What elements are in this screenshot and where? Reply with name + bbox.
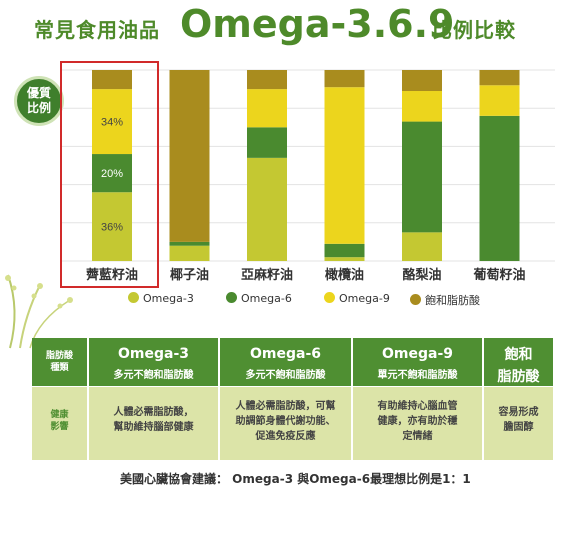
bar-segment-5-3 <box>402 91 442 122</box>
data-label: 20% <box>101 168 123 180</box>
category-label: 亞麻籽油 <box>241 267 293 283</box>
title-main: Omega-3.6.9 <box>180 2 455 46</box>
category-label: 葡萄籽油 <box>472 267 525 283</box>
table-header-omega3-title: Omega-3 <box>117 346 189 362</box>
stacked-bar-chart: 36% 20% 34% 薺藍籽油 椰子油 亞麻籽油 橄欖油 酪梨油 葡萄籽油 <box>60 69 555 283</box>
table-header-type-line1: 脂肪酸 <box>45 351 73 361</box>
table-header-omega9: Omega-9 單元不飽和脂肪酸 <box>353 338 483 386</box>
bar-segment-2-1 <box>169 245 210 261</box>
category-labels: 薺藍籽油 椰子油 亞麻籽油 橄欖油 酪梨油 葡萄籽油 <box>86 267 526 283</box>
table-header-type-line2: 種類 <box>50 363 69 373</box>
legend-swatch <box>410 294 421 305</box>
table-cell-saturated: 容易形成 膽固醇 <box>484 387 553 460</box>
recommendation-note: 美國心臟協會建議： Omega-3 與Omega-6最理想比例是1：1 <box>120 472 471 486</box>
table-header-omega9-title: Omega-9 <box>381 346 453 362</box>
table-cell-omega9-line3: 定情緒 <box>402 431 433 442</box>
title-suffix: 比例比較 <box>432 18 516 42</box>
legend-label: Omega-3 <box>143 292 194 305</box>
table-cell-saturated-line2: 膽固醇 <box>503 422 534 433</box>
table-header-omega6-sub: 多元不飽和脂肪酸 <box>245 370 326 381</box>
table-row-head-line2: 影響 <box>50 422 69 432</box>
table-cell-omega3-line2: 幫助維持腦部健康 <box>113 422 194 433</box>
bar-segment-4-4 <box>324 70 365 88</box>
bar-segment-3-4 <box>247 70 287 90</box>
bar-segment-2-2 <box>169 241 210 246</box>
category-label: 椰子油 <box>170 267 209 283</box>
legend-label: Omega-6 <box>241 292 292 305</box>
table-cell-omega6-line1: 人體必需脂肪酸，可幫 <box>235 401 336 412</box>
bar-segment-3-3 <box>247 89 287 128</box>
bar-segment-4-1 <box>324 257 365 261</box>
bar-segment-1-2 <box>92 154 132 193</box>
bar-segment-6-4 <box>479 70 520 86</box>
title-prefix: 常見食用油品 <box>34 18 160 42</box>
bar-segment-3-2 <box>247 127 287 158</box>
table-header-saturated: 飽和 脂肪酸 <box>484 338 553 386</box>
table-cell-omega6-line3: 促進免疫反應 <box>255 431 316 442</box>
category-label: 薺藍籽油 <box>86 267 138 283</box>
bar-segment-1-3 <box>92 89 132 155</box>
table-cell-saturated-line1: 容易形成 <box>498 407 539 418</box>
legend-label: 飽和脂肪酸 <box>425 294 480 307</box>
table-header-omega6: Omega-6 多元不飽和脂肪酸 <box>220 338 352 386</box>
legend-item: Omega-3 <box>128 292 194 305</box>
bar-segment-2-4 <box>169 70 210 242</box>
category-label: 酪梨油 <box>402 267 441 283</box>
table-cell-omega9-line1: 有助維持心腦血管 <box>377 401 458 412</box>
table-header-saturated-title2: 脂肪酸 <box>497 369 540 385</box>
table-cell-omega9: 有助維持心腦血管 健康，亦有助於穩 定情緒 <box>353 387 483 460</box>
bar-segment-4-2 <box>324 243 365 258</box>
grass-decoration <box>0 270 90 354</box>
bar-segment-6-2 <box>479 115 520 261</box>
page-title: 常見食用油品 Omega-3.6.9 比例比較 <box>0 0 566 56</box>
badge-line1: 優質 <box>26 86 51 100</box>
table-row-head: 健康 影響 <box>32 387 88 460</box>
legend-item: 飽和脂肪酸 <box>410 292 480 308</box>
table-header-omega3: Omega-3 多元不飽和脂肪酸 <box>89 338 219 386</box>
bar-segment-5-4 <box>402 70 442 92</box>
table-header-type: 脂肪酸 種類 <box>32 338 88 386</box>
legend-item: Omega-6 <box>226 292 292 305</box>
bar-segment-1-4 <box>92 70 132 90</box>
chart-grid <box>60 69 555 262</box>
legend-swatch <box>128 292 139 303</box>
table-header-saturated-title: 飽和 <box>504 347 533 363</box>
data-label: 34% <box>101 117 123 129</box>
quality-ratio-badge: 優質 比例 <box>14 76 64 126</box>
legend-item: Omega-9 <box>324 292 390 305</box>
bar-segment-1-1 <box>92 192 132 261</box>
table-header-omega9-sub: 單元不飽和脂肪酸 <box>377 370 458 381</box>
bar-segment-3-1 <box>247 157 287 261</box>
table-row-head-line1: 健康 <box>50 410 69 420</box>
table-header-omega6-title: Omega-6 <box>249 346 321 362</box>
table-cell-omega3: 人體必需脂肪酸， 幫助維持腦部健康 <box>89 387 219 460</box>
legend-swatch <box>324 292 335 303</box>
badge-line2: 比例 <box>26 101 51 115</box>
bar-segment-5-1 <box>402 232 442 261</box>
chart-bars: 36% 20% 34% <box>92 70 520 261</box>
bar-segment-6-3 <box>479 85 520 116</box>
table-cell-omega6: 人體必需脂肪酸，可幫 助調節身體代謝功能、 促進免疫反應 <box>220 387 352 460</box>
best-oil-highlight <box>60 61 159 288</box>
category-label: 橄欖油 <box>325 267 364 283</box>
table-header-omega3-sub: 多元不飽和脂肪酸 <box>113 370 194 381</box>
legend-label: Omega-9 <box>339 292 390 305</box>
fatty-acid-table: 脂肪酸 種類 Omega-3 多元不飽和脂肪酸 Omega-6 多元不飽和脂肪酸… <box>32 338 553 460</box>
table-cell-omega9-line2: 健康，亦有助於穩 <box>377 416 458 427</box>
table-cell-omega6-line2: 助調節身體代謝功能、 <box>235 416 336 427</box>
data-label: 36% <box>101 222 123 234</box>
bar-segment-5-2 <box>402 121 442 233</box>
bar-segment-4-3 <box>324 87 365 244</box>
table-cell-omega3-line1: 人體必需脂肪酸， <box>113 407 194 418</box>
legend-swatch <box>226 292 237 303</box>
